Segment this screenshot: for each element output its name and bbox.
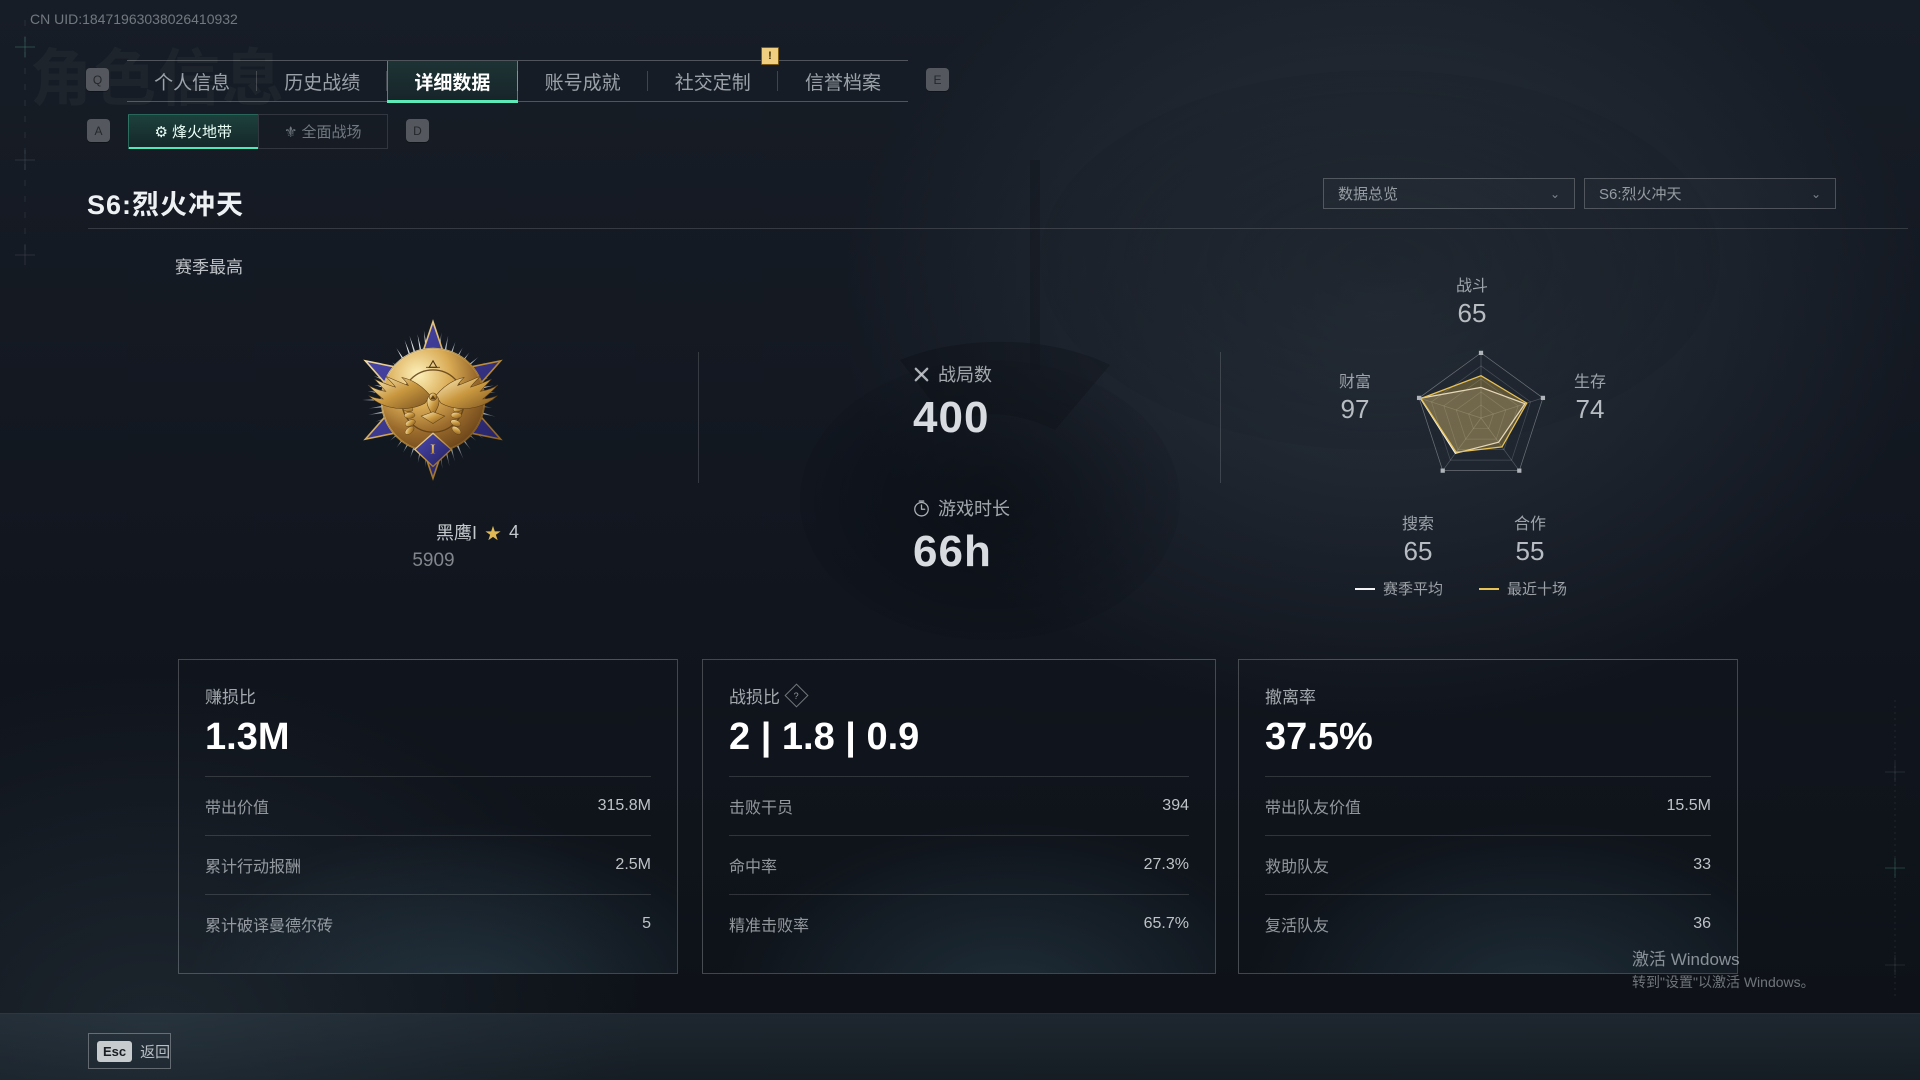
- svg-text:I: I: [430, 443, 435, 458]
